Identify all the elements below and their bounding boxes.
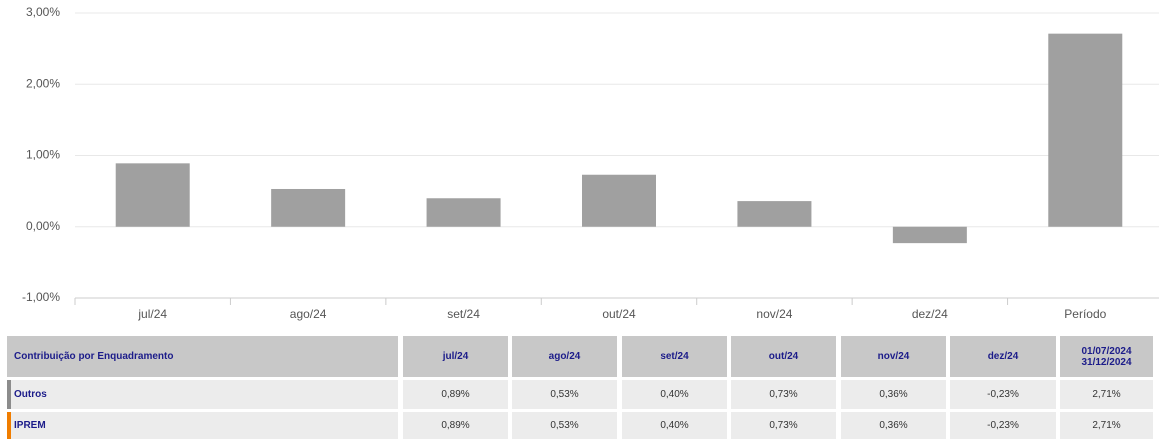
y-tick-label: 1,00% [26,148,60,162]
bar [426,198,501,227]
cell-text: 0,36% [879,389,908,400]
cell-text: Outros [14,389,47,400]
data-cell: 0,53% [512,380,617,409]
cell-text: 31/12/2024 [1081,356,1132,368]
data-cell: -0,23% [950,380,1056,409]
cell-text: -0,23% [987,389,1019,400]
y-tick-label: 0,00% [26,219,60,233]
chart: -1,00% 0,00% 1,00% 2,00% 3,00% jul/24 ago/24 se… [22,5,1159,321]
y-tick-label: 3,00% [26,5,60,19]
cell-text: 0,53% [550,420,579,431]
cell-text: ago/24 [548,351,581,362]
x-tick-label: nov/24 [756,307,792,321]
bar [115,163,190,227]
cell-text: IPREM [14,420,46,431]
header-cell: nov/24 [841,336,946,377]
header-cell: ago/24 [512,336,617,377]
cell-text: 0,73% [769,420,798,431]
data-cell: 0,89% [403,380,508,409]
data-cell: 0,36% [841,380,946,409]
x-tick-label: set/24 [447,307,480,321]
y-tick-label: -1,00% [22,290,60,304]
bar [582,174,656,227]
cell-text: 0,40% [660,389,689,400]
data-cell: -0,23% [950,412,1056,439]
bar [737,201,812,227]
row-label: IPREM [7,412,398,439]
data-cell: 0,73% [731,412,836,439]
cell-text: 0,40% [660,420,689,431]
cell-text: 2,71% [1092,389,1121,400]
data-cell: 0,40% [622,412,727,439]
cell-text: 0,89% [441,389,470,400]
data-cell: 2,71% [1060,412,1153,439]
header-cell: dez/24 [950,336,1056,377]
row-label: Outros [7,380,398,409]
cell-text: Contribuição por Enquadramento [14,351,174,362]
x-tick-label: Período [1064,307,1106,321]
x-tick-label: dez/24 [912,307,948,321]
row-marker [7,380,11,409]
x-tick-label: ago/24 [290,307,327,321]
cell-text: jul/24 [442,351,469,362]
data-cell: 2,71% [1060,380,1153,409]
cell-text: dez/24 [987,351,1019,362]
cell-text: -0,23% [987,420,1019,431]
data-cell: 0,73% [731,380,836,409]
bar [1048,33,1123,227]
header-cell: set/24 [622,336,727,377]
cell-text: out/24 [768,351,799,362]
data-cell: 0,89% [403,412,508,439]
data-cell: 0,53% [512,412,617,439]
cell-text: nov/24 [877,351,910,362]
cell-text: 0,73% [769,389,798,400]
cell-text: 0,36% [879,420,908,431]
row-marker [7,412,11,439]
cell-text: 0,53% [550,389,579,400]
bar [892,226,967,244]
bar [271,188,346,227]
cell-text: 01/07/2024 [1081,345,1132,357]
y-tick-label: 2,00% [26,76,60,90]
cell-text: 0,89% [441,420,470,431]
header-cell: 01/07/2024 31/12/2024 [1060,336,1153,377]
data-cell: 0,36% [841,412,946,439]
data-cell: 0,40% [622,380,727,409]
x-tick-label: jul/24 [137,307,167,321]
x-tick-label: out/24 [602,307,636,321]
cell-text: 2,71% [1092,420,1121,431]
header-cell: jul/24 [403,336,508,377]
cell-text: set/24 [660,351,689,362]
header-cell: out/24 [731,336,836,377]
header-cell: Contribuição por Enquadramento [7,336,398,377]
